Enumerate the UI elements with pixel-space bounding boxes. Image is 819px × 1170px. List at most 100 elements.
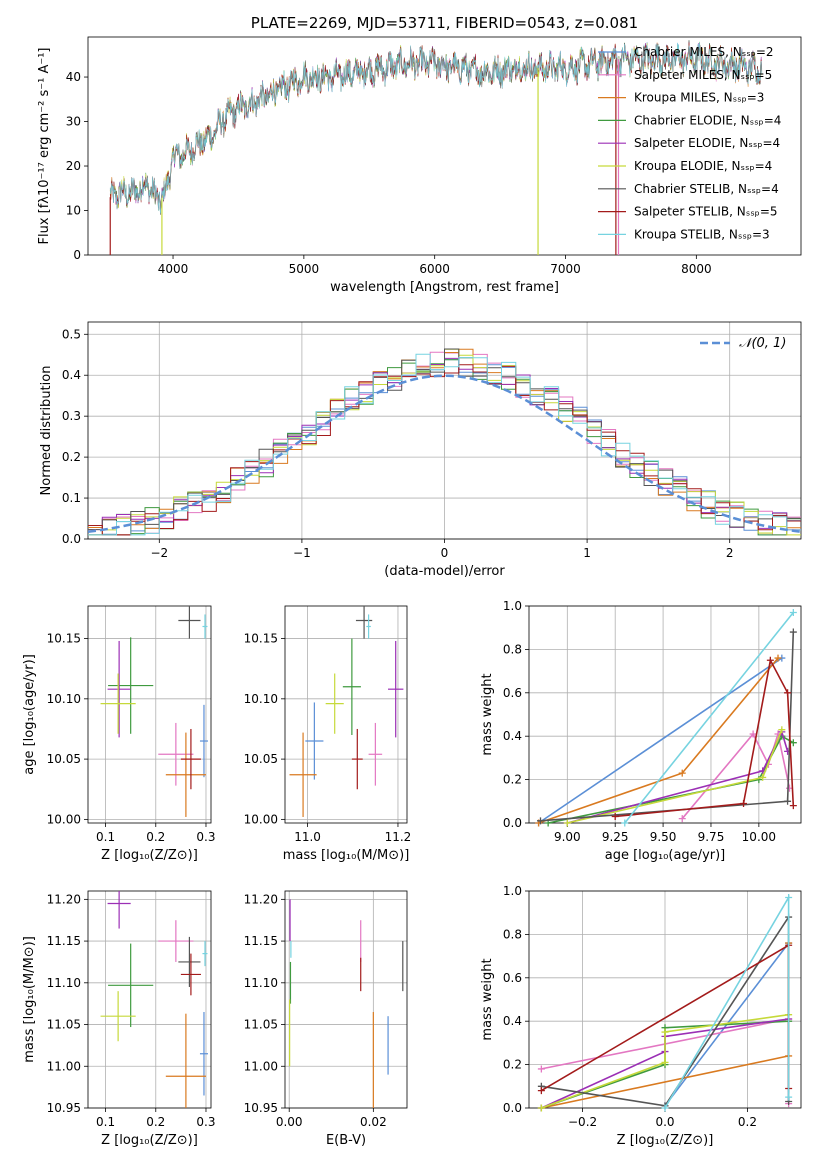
- y-tick-label: 1.0: [503, 599, 522, 613]
- y-tick-label: 0.0: [503, 1101, 522, 1115]
- legend-label: Chabrier ELODIE, Nₛₛₚ=4: [634, 113, 781, 127]
- y-tick-label: 0.0: [62, 532, 81, 546]
- y-axis-label: mass [log₁₀(M/M⊙)]: [22, 936, 37, 1063]
- axes-frame-massweight_vs_age: [528, 605, 802, 824]
- panel-mass_vs_EBV: 0.00 0.02 10.95 11.00 11.05 11.10 11.15 11.20 E(…: [244, 890, 408, 1148]
- series-marker: [537, 1087, 545, 1095]
- axes-frame-age_vs_mass: [284, 605, 408, 824]
- legend-label: Chabrier STELIB, Nₛₛₚ=4: [634, 182, 779, 196]
- y-tick-label: 10.05: [244, 752, 278, 766]
- series-marker: [661, 1104, 669, 1112]
- x-axis-label: Z [log₁₀(Z/Z⊙)]: [101, 1133, 198, 1148]
- x-tick-label: 9.00: [554, 830, 581, 844]
- x-tick-label: 0.2: [146, 830, 165, 844]
- y-axis-label: Normed distribution: [39, 366, 54, 496]
- y-axis-label: Flux [fλ10⁻¹⁷ erg cm⁻² s⁻¹ A⁻¹]: [37, 48, 52, 245]
- y-tick-label: 0.0: [503, 816, 522, 830]
- x-tick-label: 6000: [419, 262, 450, 276]
- series-marker: [740, 799, 748, 807]
- x-tick-label: 8000: [681, 262, 712, 276]
- series-marker: [537, 1104, 545, 1112]
- series-line: [538, 657, 783, 824]
- y-tick-label: 0.8: [503, 642, 522, 656]
- series-marker: [778, 726, 786, 734]
- y-tick-label: 10.10: [47, 692, 81, 706]
- y-tick-label: 10: [66, 204, 81, 218]
- series-marker: [661, 1058, 669, 1066]
- series-marker: [661, 1028, 669, 1036]
- x-tick-label: 7000: [550, 262, 581, 276]
- y-tick-label: 0.2: [503, 1058, 522, 1072]
- series-marker: [537, 1065, 545, 1073]
- legend-label: Salpeter MILES, Nₛₛₚ=5: [634, 68, 772, 82]
- axes-frame-residuals: [87, 321, 802, 540]
- y-tick-label: 10.00: [47, 812, 81, 826]
- x-tick-label: 9.25: [602, 830, 629, 844]
- y-tick-label: 10.95: [244, 1101, 278, 1115]
- y-tick-label: 10.05: [47, 752, 81, 766]
- x-tick-label: −1: [293, 546, 311, 560]
- y-tick-label: 11.15: [47, 934, 81, 948]
- x-tick-label: 11.2: [385, 830, 412, 844]
- series-marker: [563, 819, 571, 827]
- panel-massweight_vs_age: 9.00 9.25 9.50 9.75 10.00 0.0 0.2 0.4 0.6 0.8 1.0 a…: [480, 599, 802, 863]
- series-marker: [536, 817, 544, 825]
- plots-layer: 4000 5000 6000 7000 8000010203040wavelength …: [22, 14, 802, 1148]
- grid-mass_vs_Z: [88, 891, 211, 1109]
- x-tick-label: −2: [150, 546, 168, 560]
- y-tick-label: 0.1: [62, 491, 81, 505]
- y-tick-label: 11.10: [244, 976, 278, 990]
- chart-title: PLATE=2269, MJD=53711, FIBERID=0543, z=0…: [251, 14, 638, 32]
- y-tick-label: 0.6: [503, 971, 522, 985]
- x-tick-label: 0.2: [146, 1115, 165, 1129]
- plot-area-mass_vs_EBV: [289, 899, 404, 1108]
- panel-residuals: −2 −1 0 1 2 0.0 0.1 0.2 0.3 0.4 0.5 (data-model)/er…: [39, 321, 802, 579]
- y-tick-label: 40: [66, 70, 81, 84]
- plot-area-spectrum: [109, 40, 763, 255]
- y-tick-label: 11.00: [47, 1059, 81, 1073]
- y-tick-label: 0: [73, 248, 81, 262]
- y-tick-label: 10.00: [244, 812, 278, 826]
- y-tick-label: 11.10: [47, 976, 81, 990]
- y-tick-label: 10.95: [47, 1101, 81, 1115]
- x-axis-label: mass [log₁₀(M/M⊙)]: [283, 848, 410, 863]
- y-tick-label: 1.0: [503, 884, 522, 898]
- y-tick-label: 0.3: [62, 409, 81, 423]
- x-tick-label: 2: [726, 546, 734, 560]
- series-line: [624, 612, 794, 824]
- y-tick-label: 11.20: [244, 892, 278, 906]
- legend-label: Salpeter STELIB, Nₛₛₚ=5: [634, 205, 778, 219]
- x-tick-label: 0: [441, 546, 449, 560]
- series-marker: [621, 819, 629, 827]
- x-axis-label: Z [log₁₀(Z/Z⊙)]: [101, 848, 198, 863]
- y-tick-label: 30: [66, 115, 81, 129]
- y-tick-label: 0.4: [62, 368, 81, 382]
- y-tick-label: 11.20: [47, 892, 81, 906]
- y-tick-label: 10.15: [47, 632, 81, 646]
- y-tick-label: 10.15: [244, 632, 278, 646]
- x-axis-label: age [log₁₀(age/yr)]: [605, 848, 726, 863]
- x-axis-label: Z [log₁₀(Z/Z⊙)]: [617, 1133, 714, 1148]
- series-marker: [785, 1093, 793, 1101]
- x-tick-label: 0.3: [196, 1115, 215, 1129]
- plot-area-age_vs_mass: [289, 606, 404, 817]
- y-axis-label: age [log₁₀(age/yr)]: [22, 654, 37, 775]
- axes-frame-mass_vs_Z: [87, 890, 212, 1109]
- series-marker: [611, 812, 619, 820]
- y-tick-label: 11.15: [244, 934, 278, 948]
- legend-residuals: 𝒩(0, 1): [700, 336, 786, 351]
- series-marker: [678, 815, 686, 823]
- series-marker: [759, 773, 767, 781]
- series-line: [541, 1013, 789, 1109]
- x-tick-label: 9.50: [650, 830, 677, 844]
- grid-massweight_vs_age: [529, 605, 801, 824]
- x-tick-label: 0.1: [96, 1115, 115, 1129]
- x-axis-label: wavelength [Angstrom, rest frame]: [330, 280, 559, 295]
- x-axis-label: (data-model)/error: [384, 564, 505, 579]
- y-tick-label: 11.05: [244, 1018, 278, 1032]
- series-marker: [774, 654, 782, 662]
- legend-label: Kroupa STELIB, Nₛₛₚ=3: [634, 227, 770, 241]
- y-tick-label: 20: [66, 159, 81, 173]
- panel-mass_vs_Z: 0.1 0.2 0.3 10.95 11.00 11.05 11.10 11.15 11.20 Z…: [22, 890, 216, 1148]
